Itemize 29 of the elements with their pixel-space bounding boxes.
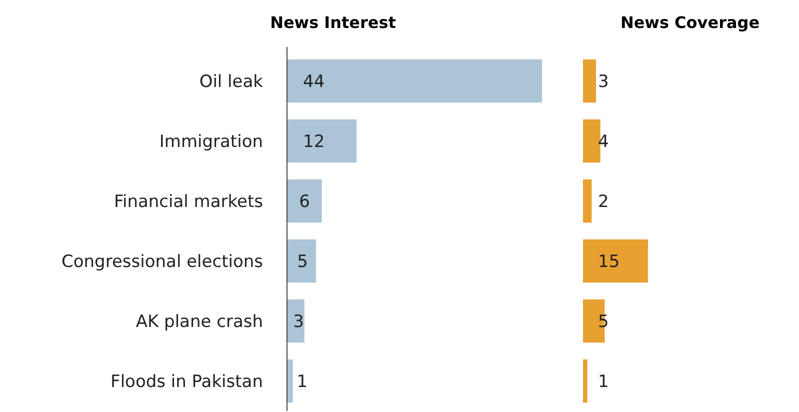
data-label: 15 bbox=[598, 252, 620, 272]
y-tick-label: AK plane crash bbox=[136, 312, 263, 332]
bar bbox=[287, 59, 542, 103]
data-label: 5 bbox=[297, 252, 308, 272]
data-label: 12 bbox=[303, 132, 325, 152]
bar bbox=[287, 119, 357, 163]
bar bbox=[287, 299, 304, 343]
bar bbox=[287, 239, 316, 283]
text: News Coverage bbox=[620, 13, 760, 32]
bar bbox=[583, 179, 592, 223]
data-label: 3 bbox=[598, 72, 609, 92]
y-tick-label: Immigration bbox=[159, 132, 263, 152]
bar bbox=[583, 119, 600, 163]
y-tick-label: Congressional elections bbox=[62, 252, 264, 272]
y-tick-label: Floods in Pakistan bbox=[110, 372, 263, 392]
bar bbox=[583, 239, 648, 283]
bar bbox=[583, 59, 596, 103]
bar bbox=[583, 359, 588, 403]
bar bbox=[287, 359, 293, 403]
data-label: 1 bbox=[598, 372, 609, 392]
data-label: 2 bbox=[598, 192, 609, 212]
data-label: 44 bbox=[303, 72, 325, 92]
y-tick-label: Financial markets bbox=[114, 192, 264, 212]
data-label: 3 bbox=[293, 312, 304, 332]
bar bbox=[287, 179, 322, 223]
data-label: 6 bbox=[299, 192, 310, 212]
chart-title: News Interest bbox=[270, 13, 396, 32]
y-tick-label: Oil leak bbox=[199, 72, 264, 92]
data-label: 1 bbox=[296, 372, 308, 392]
